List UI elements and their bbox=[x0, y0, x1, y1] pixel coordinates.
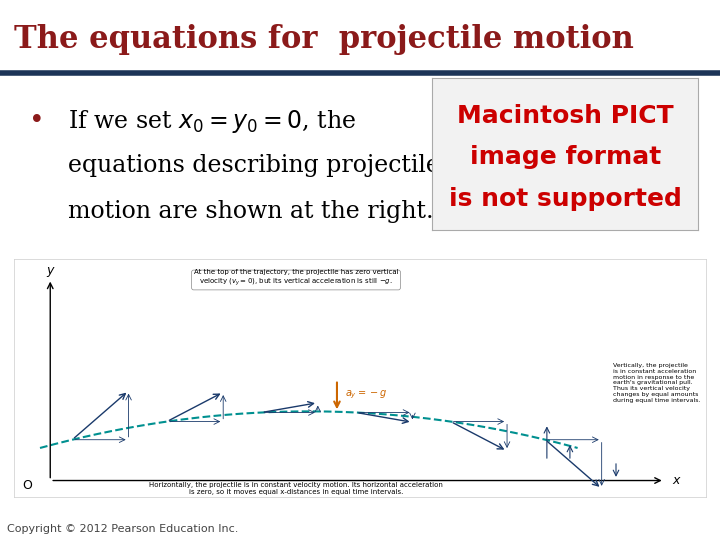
Text: is not supported: is not supported bbox=[449, 187, 682, 211]
Text: equations describing projectile: equations describing projectile bbox=[68, 154, 440, 177]
Text: O: O bbox=[22, 478, 32, 491]
Text: •: • bbox=[29, 262, 45, 288]
Text: Macintosh PICT: Macintosh PICT bbox=[457, 104, 673, 128]
Text: $a_y = -g$: $a_y = -g$ bbox=[345, 388, 387, 401]
Text: At the top of the trajectory, the projectile has zero vertical
velocity ($v_y = : At the top of the trajectory, the projec… bbox=[194, 269, 398, 288]
Text: motion are shown at the right.: motion are shown at the right. bbox=[68, 200, 434, 223]
Text: Copyright © 2012 Pearson Education Inc.: Copyright © 2012 Pearson Education Inc. bbox=[7, 523, 238, 534]
Text: The equations for  projectile motion: The equations for projectile motion bbox=[14, 24, 634, 55]
Text: Vertically, the projectile
is in constant acceleration
motion in response to the: Vertically, the projectile is in constan… bbox=[613, 363, 701, 403]
Text: The trajectory is a parabola.: The trajectory is a parabola. bbox=[68, 262, 408, 285]
Text: image format: image format bbox=[469, 145, 661, 169]
Text: •: • bbox=[29, 108, 45, 134]
Text: Horizontally, the projectile is in constant velocity motion. Its horizontal acce: Horizontally, the projectile is in const… bbox=[149, 482, 443, 495]
Text: If we set $x_0 = y_0 = 0$, the: If we set $x_0 = y_0 = 0$, the bbox=[68, 108, 356, 135]
Text: y: y bbox=[47, 264, 54, 277]
Text: x: x bbox=[672, 474, 680, 487]
